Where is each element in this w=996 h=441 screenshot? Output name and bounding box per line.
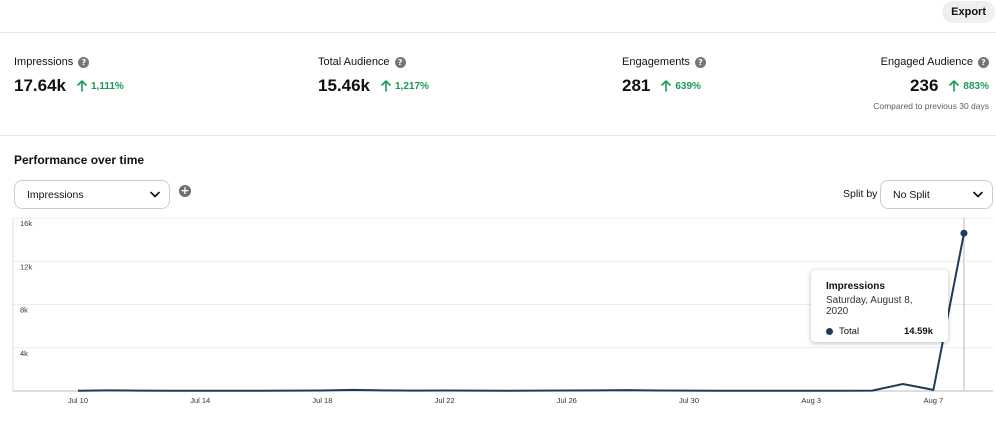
metric-select[interactable]: Impressions — [14, 180, 170, 209]
metric-value: 15.46k — [318, 76, 370, 95]
metric-label: Engagements — [622, 56, 690, 68]
y-tick-label: 8k — [20, 306, 28, 315]
tooltip-value: 14.59k — [903, 326, 933, 337]
help-circle-icon[interactable]: ? — [978, 56, 989, 68]
metric-value: 17.64k — [14, 76, 66, 95]
metric-value: 281 — [622, 76, 651, 95]
help-circle-icon[interactable]: ? — [78, 56, 90, 68]
tooltip-date: Saturday, August 8, 2020 — [826, 295, 913, 317]
header-divider — [0, 32, 996, 33]
metric-change-value: 639% — [675, 80, 701, 92]
arrow-up-icon — [949, 80, 960, 92]
metric-change: 1,217% — [381, 80, 429, 92]
metric-select-value: Impressions — [27, 188, 84, 201]
metric-change: 883% — [949, 80, 989, 92]
arrow-up-icon — [77, 80, 87, 92]
arrow-up-icon — [661, 80, 672, 92]
help-circle-icon[interactable]: ? — [394, 56, 406, 68]
metric-total-audience: Total Audience ? 15.46k 1,217% — [318, 55, 429, 96]
export-button[interactable]: Export — [942, 1, 995, 23]
x-axis-ticks: Jul 10 Jul 14 Jul 18 Jul 22 Jul 26 Jul 30 Aug … — [68, 396, 943, 405]
x-tick-label: Jul 22 — [435, 396, 455, 405]
x-tick-label: Jul 18 — [312, 396, 332, 405]
impressions-chart[interactable]: 4k 8k 12k 16k Jul 10 Jul 14 Jul 18 Jul 22 Jul 2… — [0, 210, 996, 441]
tooltip-series-label: Total — [839, 326, 860, 337]
metric-engaged-audience: Engaged Audience ? 236 883% — [881, 55, 989, 96]
metric-change: 1,111% — [77, 80, 124, 92]
metric-label: Total Audience — [318, 56, 390, 68]
split-select-value: No Split — [893, 188, 930, 201]
metric-label: Impressions — [14, 56, 74, 68]
compare-note: Compared to previous 30 days — [873, 101, 989, 111]
y-tick-label: 4k — [20, 349, 28, 358]
y-tick-label: 12k — [20, 262, 32, 271]
series-points — [960, 229, 968, 237]
chevron-down-icon — [150, 191, 160, 198]
tooltip-row: Total 14.59k — [826, 326, 933, 337]
x-tick-label: Jul 10 — [68, 396, 88, 405]
x-tick-label: Jul 26 — [557, 396, 577, 405]
metric-value: 236 — [910, 76, 939, 95]
metrics-divider — [0, 135, 996, 136]
series-point-highlight — [960, 229, 968, 237]
section-title: Performance over time — [14, 153, 145, 167]
x-tick-label: Aug 3 — [801, 396, 821, 405]
x-tick-label: Aug 7 — [924, 396, 944, 405]
series-line-total — [77, 233, 965, 392]
chevron-down-icon — [973, 191, 983, 198]
split-select[interactable]: No Split — [880, 180, 993, 209]
plus-circle-icon[interactable]: + — [179, 184, 191, 197]
help-circle-icon[interactable]: ? — [694, 56, 706, 68]
metric-engagements: Engagements ? 281 639% — [622, 55, 706, 96]
x-tick-label: Jul 14 — [190, 396, 210, 405]
metric-change: 639% — [661, 80, 701, 92]
metric-change-value: 1,217% — [395, 80, 429, 92]
split-by-label: Split by — [843, 188, 878, 200]
chart-tooltip: Impressions Saturday, August 8, 2020 Tot… — [811, 270, 948, 342]
y-tick-label: 16k — [20, 219, 32, 228]
metric-change-value: 883% — [963, 80, 989, 92]
metric-label: Engaged Audience — [880, 56, 973, 68]
tooltip-title: Impressions — [826, 281, 885, 292]
metric-impressions: Impressions ? 17.64k 1,111% — [14, 55, 124, 96]
series-legend-dot — [826, 328, 833, 335]
metric-change-value: 1,111% — [91, 80, 124, 92]
x-tick-label: Jul 30 — [679, 396, 699, 405]
arrow-up-icon — [381, 80, 391, 92]
y-axis-ticks: 4k 8k 12k 16k — [20, 219, 32, 358]
